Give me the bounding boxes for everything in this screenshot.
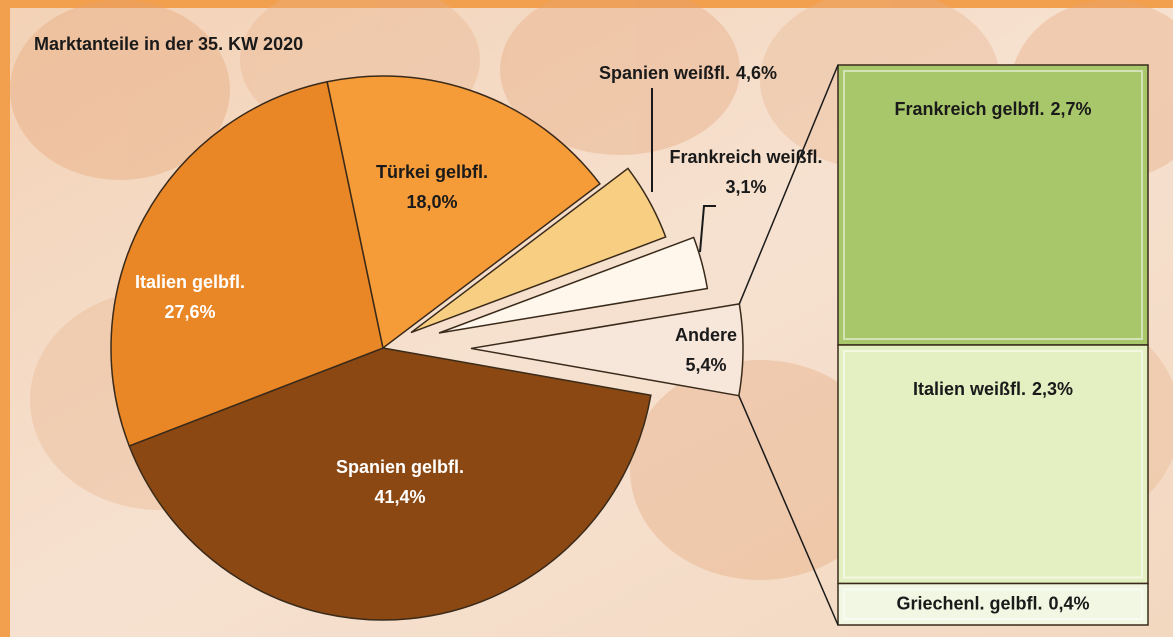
category-label: Griechenl. gelbfl. bbox=[896, 593, 1042, 613]
category-label: Andere bbox=[675, 325, 737, 345]
value-label: 41,4% bbox=[374, 487, 425, 507]
category-label: Frankreich gelbfl. bbox=[894, 99, 1044, 119]
value-label: 27,6% bbox=[164, 302, 215, 322]
value-label: 2,3% bbox=[1032, 379, 1073, 399]
category-label: Spanien gelbfl. bbox=[336, 457, 464, 477]
category-label: Türkei gelbfl. bbox=[376, 162, 488, 182]
bar-label: Frankreich gelbfl. 2,7% bbox=[894, 99, 1091, 119]
value-label: 0,4% bbox=[1049, 593, 1090, 613]
value-label: 18,0% bbox=[406, 192, 457, 212]
chart-title: Marktanteile in der 35. KW 2020 bbox=[34, 34, 303, 54]
category-label: Spanien weißfl. bbox=[599, 63, 730, 83]
category-label: Italien weißfl. bbox=[913, 379, 1026, 399]
value-label: 2,7% bbox=[1051, 99, 1092, 119]
chart: Marktanteile in der 35. KW 2020 Spanien … bbox=[0, 0, 1173, 637]
data-label: Spanien weißfl. 4,6% bbox=[599, 63, 777, 83]
bar-label: Italien weißfl. 2,3% bbox=[913, 379, 1073, 399]
value-label: 4,6% bbox=[736, 63, 777, 83]
bar-label: Griechenl. gelbfl. 0,4% bbox=[896, 593, 1089, 613]
value-label: 5,4% bbox=[685, 355, 726, 375]
category-label: Italien gelbfl. bbox=[135, 272, 245, 292]
value-label: 3,1% bbox=[725, 177, 766, 197]
